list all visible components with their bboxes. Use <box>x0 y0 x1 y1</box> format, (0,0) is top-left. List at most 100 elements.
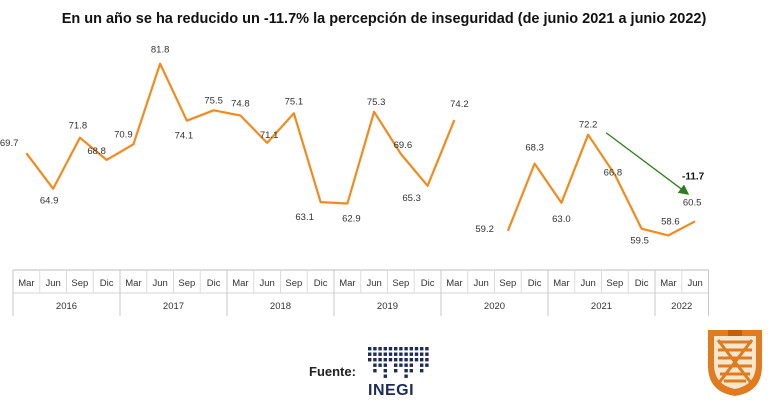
data-label: 74.2 <box>450 99 469 110</box>
series-line <box>506 133 696 237</box>
tick-label: Mar <box>125 278 141 289</box>
tick-label: Sep <box>285 278 302 289</box>
logo-dot <box>399 352 403 356</box>
data-label: 65.3 <box>402 193 421 204</box>
logo-dot <box>409 363 413 367</box>
tick-label: Dic <box>207 278 221 289</box>
data-label: 68.3 <box>525 143 544 154</box>
series-lines <box>25 62 696 237</box>
logo-dot <box>394 358 398 362</box>
tick-label: Sep <box>499 278 516 289</box>
logo-dot <box>373 363 377 367</box>
logo-dot <box>394 347 398 351</box>
logo-dot <box>404 363 408 367</box>
data-label: 75.3 <box>367 97 386 108</box>
logo-dot <box>409 347 413 351</box>
tick-label: Mar <box>339 278 355 289</box>
logo-dot <box>404 352 408 356</box>
logo-dot <box>420 363 424 367</box>
data-label: 62.9 <box>342 214 361 225</box>
logo-dot <box>383 363 387 367</box>
state-emblem-icon <box>708 330 762 396</box>
tick-label: Dic <box>421 278 435 289</box>
year-label: 2021 <box>591 301 612 312</box>
tick-label: Jun <box>687 278 702 289</box>
logo-dot <box>368 347 372 351</box>
tick-label: Dic <box>528 278 542 289</box>
data-label: 74.1 <box>175 131 194 142</box>
annotation: -11.7 <box>605 132 705 195</box>
logo-dot <box>420 358 424 362</box>
logo-dot <box>394 352 398 356</box>
tick-label: Mar <box>232 278 248 289</box>
logo-dot <box>414 352 419 356</box>
series-line <box>25 62 456 205</box>
logo-dot <box>425 347 429 351</box>
logo-dot <box>373 358 377 362</box>
logo-dot <box>414 347 419 351</box>
logo-dot <box>425 363 429 367</box>
data-label: 66.8 <box>604 168 623 179</box>
logo-dot <box>420 352 424 356</box>
data-label: 63.0 <box>552 214 571 225</box>
logo-dot <box>420 347 424 351</box>
tick-label: Dic <box>314 278 328 289</box>
logo-dot <box>388 352 393 356</box>
logo-dot <box>368 358 372 362</box>
line-chart: 69.7 64.9 71.8 68.8 70.9 81.8 74.1 75.5 74.8 71.1… <box>0 45 709 316</box>
logo-dot <box>404 358 408 362</box>
tick-label: Sep <box>392 278 409 289</box>
inegi-logo <box>368 347 429 378</box>
logo-dot <box>378 352 382 356</box>
year-label: 2019 <box>377 301 398 312</box>
tick-label: Jun <box>259 278 274 289</box>
logo-dot <box>425 352 429 356</box>
logo-dot <box>399 363 403 367</box>
year-label: 2022 <box>671 301 692 312</box>
data-label: 72.2 <box>579 120 598 131</box>
logo-dot <box>378 358 382 362</box>
logo-dot <box>373 352 377 356</box>
data-label: 60.5 <box>683 197 702 208</box>
data-label: 74.8 <box>231 98 250 109</box>
data-label: 71.8 <box>69 121 88 132</box>
tick-label: Mar <box>660 278 676 289</box>
tick-label: Dic <box>635 278 649 289</box>
tick-label: Jun <box>45 278 60 289</box>
year-label: 2020 <box>484 301 505 312</box>
logo-dot <box>394 369 398 373</box>
logo-dot <box>383 347 387 351</box>
logo-dot <box>378 347 382 351</box>
data-label: 58.6 <box>661 216 680 227</box>
chart-title: En un año se ha reducido un -11.7% la pe… <box>61 11 707 27</box>
logo-dot <box>373 347 377 351</box>
data-label: 71.1 <box>260 130 279 141</box>
tick-label: Sep <box>606 278 623 289</box>
logo-dot <box>414 358 419 362</box>
x-axis: Mar Jun Sep Dic 2016 Mar Jun Sep Dic 2017 Mar Jun Se… <box>12 269 709 316</box>
logo-dot <box>409 358 413 362</box>
tick-label: Jun <box>473 278 488 289</box>
logo-dot <box>378 363 382 367</box>
data-label: 64.9 <box>40 196 59 207</box>
logo-dot <box>409 352 413 356</box>
trend-arrow <box>605 132 690 195</box>
tick-label: Mar <box>18 278 34 289</box>
year-label: 2017 <box>163 301 184 312</box>
tick-label: Sep <box>71 278 88 289</box>
logo-dot <box>383 352 387 356</box>
tick-label: Mar <box>446 278 462 289</box>
data-label: 81.8 <box>151 45 170 56</box>
logo-dot <box>425 358 429 362</box>
logo-dot <box>373 369 377 373</box>
logo-dot <box>404 374 408 378</box>
logo-dot <box>383 374 387 378</box>
year-label: 2016 <box>56 301 77 312</box>
source-label: Fuente: <box>309 364 356 379</box>
tick-label: Dic <box>100 278 114 289</box>
data-label: 69.7 <box>0 138 18 149</box>
logo-dot <box>394 363 398 367</box>
logo-dot <box>399 347 403 351</box>
logo-dot <box>368 352 372 356</box>
logo-dot <box>383 358 387 362</box>
